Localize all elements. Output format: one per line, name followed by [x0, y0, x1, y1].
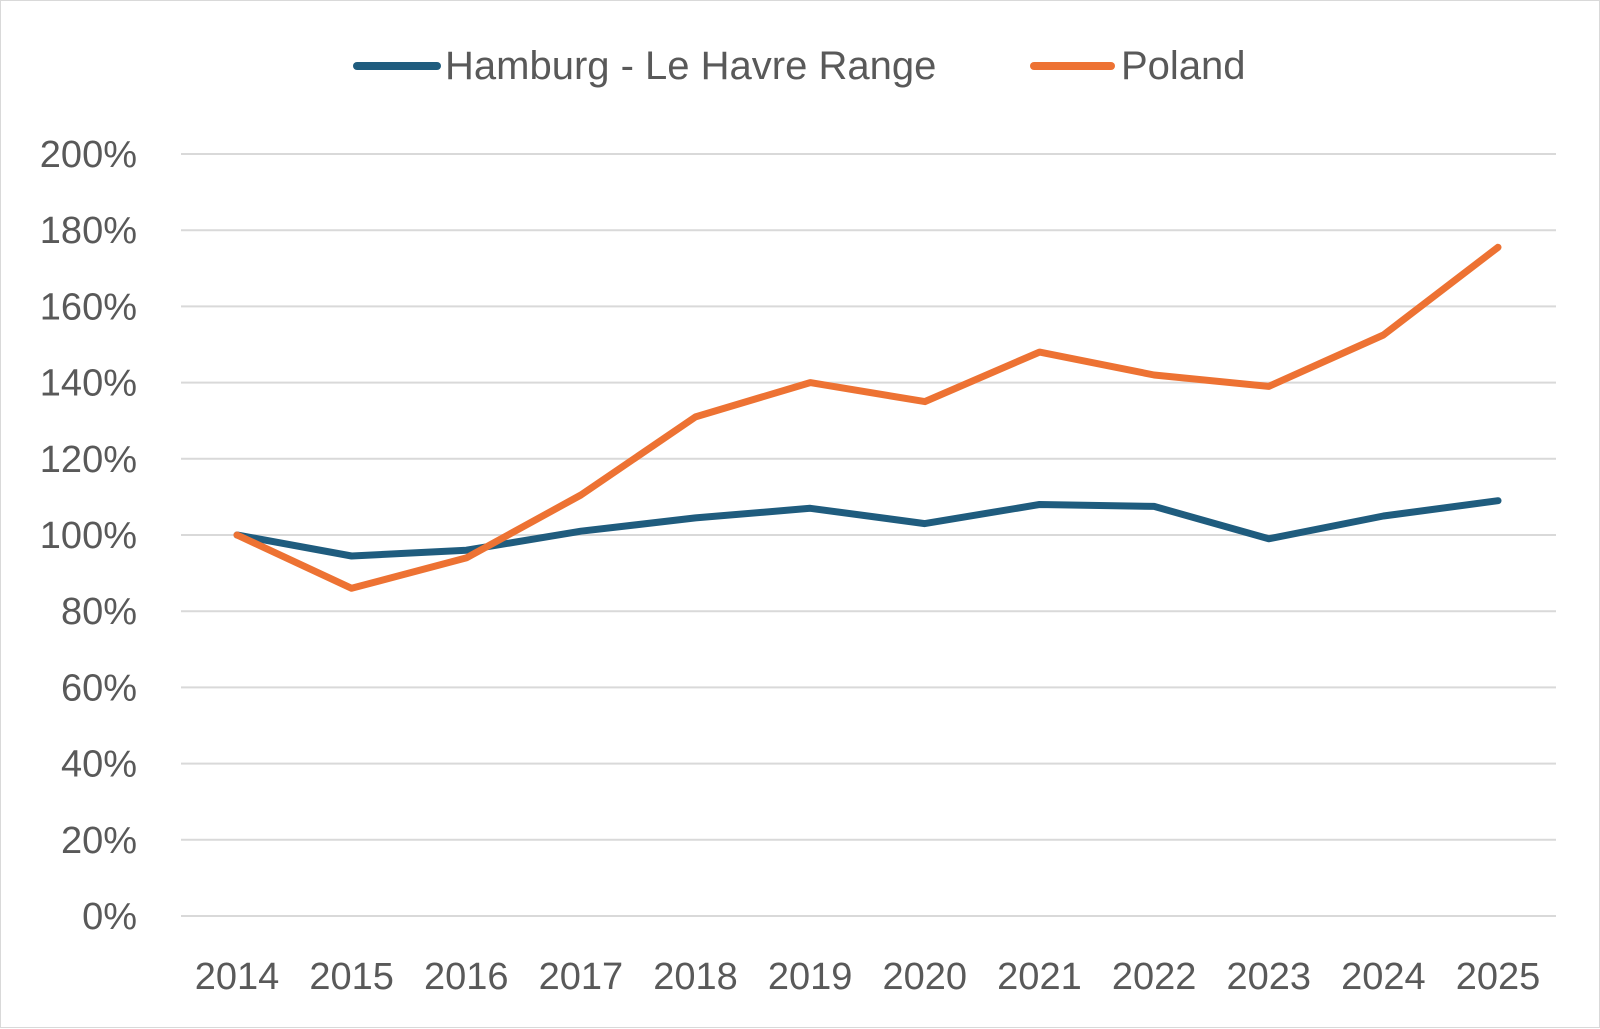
y-tick-label: 140%: [40, 363, 137, 405]
x-tick-label: 2024: [1341, 956, 1426, 998]
y-axis-tick-labels: 0% 20% 40% 60% 80% 100% 120% 140% 160% 180% 200%: [40, 134, 137, 938]
y-tick-label: 100%: [40, 515, 137, 557]
legend: Hamburg - Le Havre Range Poland: [353, 44, 1246, 88]
y-tick-label: 200%: [40, 134, 137, 176]
series-line-poland: [233, 243, 1502, 592]
x-axis-tick-labels: 2014 2015 2016 2017 2018 2019 2020 2021 2022 2023…: [195, 956, 1541, 998]
x-tick-label: 2014: [195, 956, 280, 998]
x-tick-label: 2021: [997, 956, 1082, 998]
y-tick-label: 20%: [61, 820, 137, 862]
x-tick-label: 2020: [883, 956, 968, 998]
x-tick-label: 2019: [768, 956, 853, 998]
y-tick-label: 0%: [82, 896, 137, 938]
y-tick-label: 60%: [61, 667, 137, 709]
legend-label: Hamburg - Le Havre Range: [445, 44, 936, 88]
legend-label: Poland: [1121, 44, 1246, 88]
series-lines: [233, 243, 1502, 592]
x-tick-label: 2025: [1456, 956, 1541, 998]
x-tick-label: 2023: [1226, 956, 1311, 998]
x-tick-label: 2016: [424, 956, 509, 998]
y-tick-label: 160%: [40, 286, 137, 328]
y-tick-label: 80%: [61, 591, 137, 633]
legend-item-poland: Poland: [1030, 44, 1246, 88]
x-tick-label: 2018: [653, 956, 738, 998]
series-line-hamburg-le-havre-range: [233, 497, 1502, 560]
y-tick-label: 120%: [40, 439, 137, 481]
gridlines: [181, 153, 1556, 917]
x-tick-label: 2017: [539, 956, 624, 998]
y-tick-label: 40%: [61, 744, 137, 786]
y-tick-label: 180%: [40, 210, 137, 252]
x-tick-label: 2015: [309, 956, 394, 998]
x-tick-label: 2022: [1112, 956, 1197, 998]
legend-item-hamburg-le-havre-range: Hamburg - Le Havre Range: [353, 44, 936, 88]
